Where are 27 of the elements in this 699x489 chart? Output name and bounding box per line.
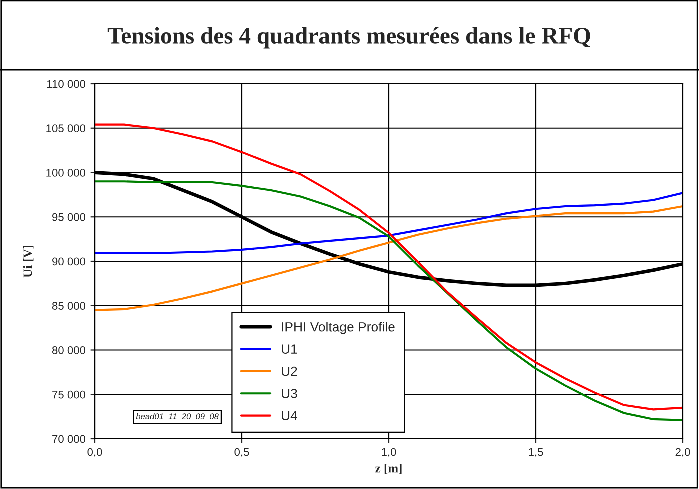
y-tick-label: 85 000 — [52, 302, 86, 310]
line-series — [95, 124, 683, 411]
legend-label: U1 — [282, 344, 298, 354]
legend-label: U3 — [282, 389, 298, 398]
line-series — [95, 180, 683, 422]
line-series — [95, 192, 683, 255]
x-tick-label: 1,5 — [529, 448, 544, 458]
x-tick-label: 0,0 — [88, 448, 102, 458]
x-tick-label: 1,0 — [382, 448, 396, 458]
y-axis-title: Ui [V] — [23, 246, 34, 278]
x-tick-label: 0,5 — [234, 448, 250, 458]
legend-label: U2 — [282, 366, 298, 376]
y-tick-label: 100 000 — [46, 169, 86, 177]
line-series — [95, 205, 683, 312]
y-tick-label: 105 000 — [46, 124, 86, 133]
legend-label: U4 — [282, 411, 298, 421]
y-tick-label: 90 000 — [52, 258, 86, 266]
x-tick-label: 2,0 — [676, 448, 690, 458]
y-tick-label: 75 000 — [52, 390, 86, 399]
x-axis-title: z [m] — [376, 464, 402, 474]
y-tick-label: 110 000 — [47, 80, 86, 88]
chart-title: Tensions des 4 quadrants mesurées dans le RFQ — [108, 27, 590, 49]
y-tick-label: 70 000 — [52, 435, 86, 444]
y-tick-label: 80 000 — [52, 346, 86, 354]
y-tick-label: 95 000 — [52, 213, 86, 222]
legend-label: IPHI Voltage Profile — [282, 322, 395, 334]
annotation: bead01_11_20_09_08 — [136, 413, 219, 420]
